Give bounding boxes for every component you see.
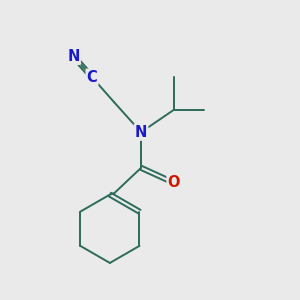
- Text: O: O: [167, 175, 180, 190]
- Text: N: N: [135, 125, 147, 140]
- Text: C: C: [87, 70, 98, 85]
- Text: N: N: [68, 49, 80, 64]
